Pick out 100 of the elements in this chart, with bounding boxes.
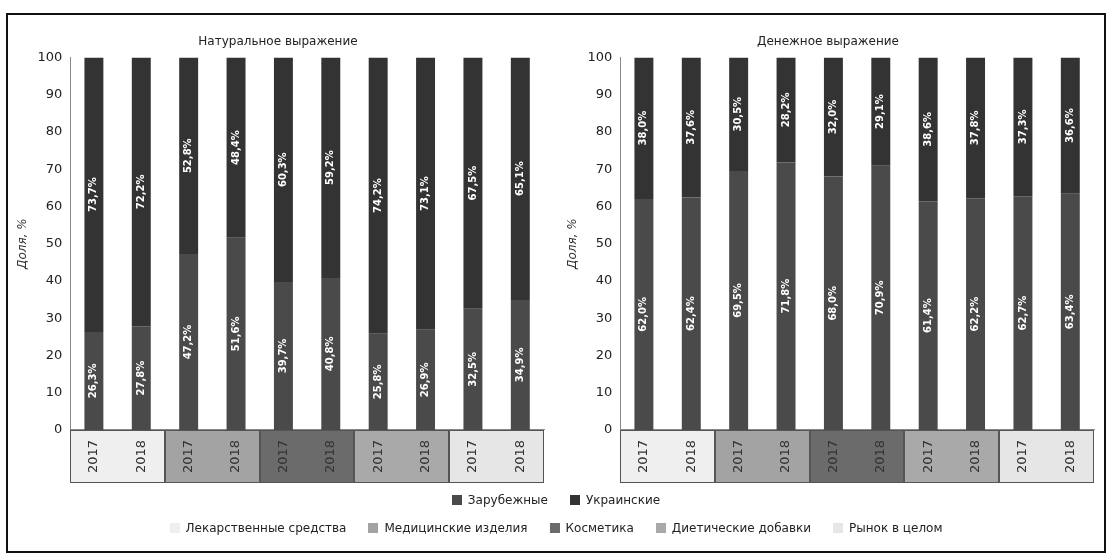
data-label: 38,0% — [637, 110, 649, 146]
bar — [776, 57, 796, 163]
data-label: 47,2% — [182, 324, 194, 360]
x-tick-label: 2017 — [85, 439, 101, 474]
y-tick-label: 10 — [45, 384, 63, 400]
bar — [416, 329, 436, 430]
data-label: 32,0% — [827, 99, 839, 135]
chart-title: Натуральное выражение — [198, 34, 358, 49]
chart-title: Денежное выражение — [757, 34, 899, 49]
x-tick-label: 2018 — [322, 439, 338, 474]
y-tick-label: 0 — [53, 421, 63, 437]
y-tick-label: 50 — [595, 235, 613, 251]
y-tick-label: 30 — [595, 309, 613, 325]
x-tick-label: 2018 — [511, 439, 527, 474]
data-label: 38,6% — [921, 111, 933, 147]
bar — [966, 198, 986, 430]
bar — [226, 237, 246, 430]
data-label: 72,2% — [134, 174, 146, 210]
x-tick-label: 2017 — [824, 439, 840, 474]
bar — [321, 277, 341, 430]
y-tick-label: 20 — [595, 346, 613, 362]
data-label: 40,8% — [324, 336, 336, 372]
data-label: 29,1% — [874, 94, 886, 129]
y-tick-label: 80 — [45, 123, 63, 139]
y-tick-label: 10 — [595, 384, 613, 400]
data-label: 61,4% — [921, 298, 933, 333]
y-tick-label: 0 — [603, 421, 613, 437]
data-label: 28,2% — [779, 92, 791, 128]
x-tick-label: 2018 — [1061, 439, 1077, 474]
y-tick-label: 30 — [45, 309, 63, 325]
x-tick-label: 2018 — [872, 439, 888, 474]
data-label: 51,6% — [229, 316, 241, 352]
y-axis-title: Доля, % — [15, 218, 30, 270]
legend-label: Украинские — [585, 493, 661, 507]
y-tick-label: 100 — [587, 48, 613, 64]
data-label: 70,9% — [874, 280, 886, 316]
bar — [510, 299, 530, 430]
bar — [823, 176, 843, 430]
data-label: 25,8% — [371, 364, 383, 400]
text: Лекарственные средства — [185, 521, 347, 535]
x-tick-label: 2018 — [777, 439, 793, 474]
x-tick-label: 2018 — [966, 439, 982, 474]
bar — [416, 57, 436, 330]
data-label: 37,3% — [1016, 109, 1028, 145]
data-label: 26,3% — [87, 363, 99, 399]
bar — [871, 165, 891, 430]
text: Рынок в целом — [849, 521, 943, 535]
bar — [179, 57, 199, 255]
bar — [321, 57, 341, 278]
data-label: 39,7% — [277, 338, 289, 374]
bar — [179, 254, 199, 430]
bar — [729, 57, 749, 172]
y-tick-label: 40 — [45, 272, 63, 288]
y-axis-title: Доля, % — [565, 218, 580, 270]
y-tick-label: 90 — [595, 86, 613, 102]
bar — [1013, 196, 1033, 430]
data-label: 74,2% — [371, 178, 383, 213]
data-label: 69,5% — [732, 283, 744, 318]
data-label: 26,9% — [419, 362, 431, 398]
y-tick-label: 100 — [37, 48, 63, 64]
bar — [273, 282, 293, 430]
bar — [131, 326, 151, 430]
y-tick-label: 80 — [595, 123, 613, 139]
x-tick-label: 2017 — [464, 439, 480, 474]
data-label: 48,4% — [229, 130, 241, 165]
bar — [918, 201, 938, 430]
x-tick-label: 2017 — [919, 439, 935, 474]
data-label: 36,6% — [1063, 108, 1075, 143]
data-label: 73,1% — [419, 176, 431, 211]
data-label: 62,0% — [637, 297, 649, 332]
x-tick-label: 2017 — [369, 439, 385, 474]
bar — [776, 162, 796, 430]
bar — [918, 57, 938, 202]
data-label: 62,2% — [969, 296, 981, 332]
bar — [226, 57, 246, 238]
x-tick-label: 2017 — [180, 439, 196, 474]
bar — [84, 57, 104, 332]
data-label: 65,1% — [513, 161, 525, 197]
y-tick-label: 70 — [45, 160, 63, 176]
data-label: 63,4% — [1063, 294, 1075, 330]
bar — [1013, 57, 1033, 197]
bar — [681, 197, 701, 430]
data-label: 73,7% — [87, 177, 99, 213]
data-label: 59,2% — [324, 150, 336, 186]
data-label: 37,6% — [684, 110, 696, 145]
y-tick-label: 60 — [595, 197, 613, 213]
data-label: 37,8% — [969, 110, 981, 146]
bar — [131, 57, 151, 327]
bar — [84, 331, 104, 430]
bar — [463, 308, 483, 430]
bar — [510, 57, 530, 300]
bar — [729, 171, 749, 430]
data-label: 71,8% — [779, 278, 791, 314]
bar — [966, 57, 986, 199]
bar — [634, 57, 654, 199]
data-label: 62,4% — [684, 296, 696, 332]
legend-label: Зарубежные — [467, 493, 548, 507]
data-label: 34,9% — [513, 347, 525, 383]
x-tick-label: 2017 — [274, 439, 290, 474]
bar — [823, 57, 843, 177]
